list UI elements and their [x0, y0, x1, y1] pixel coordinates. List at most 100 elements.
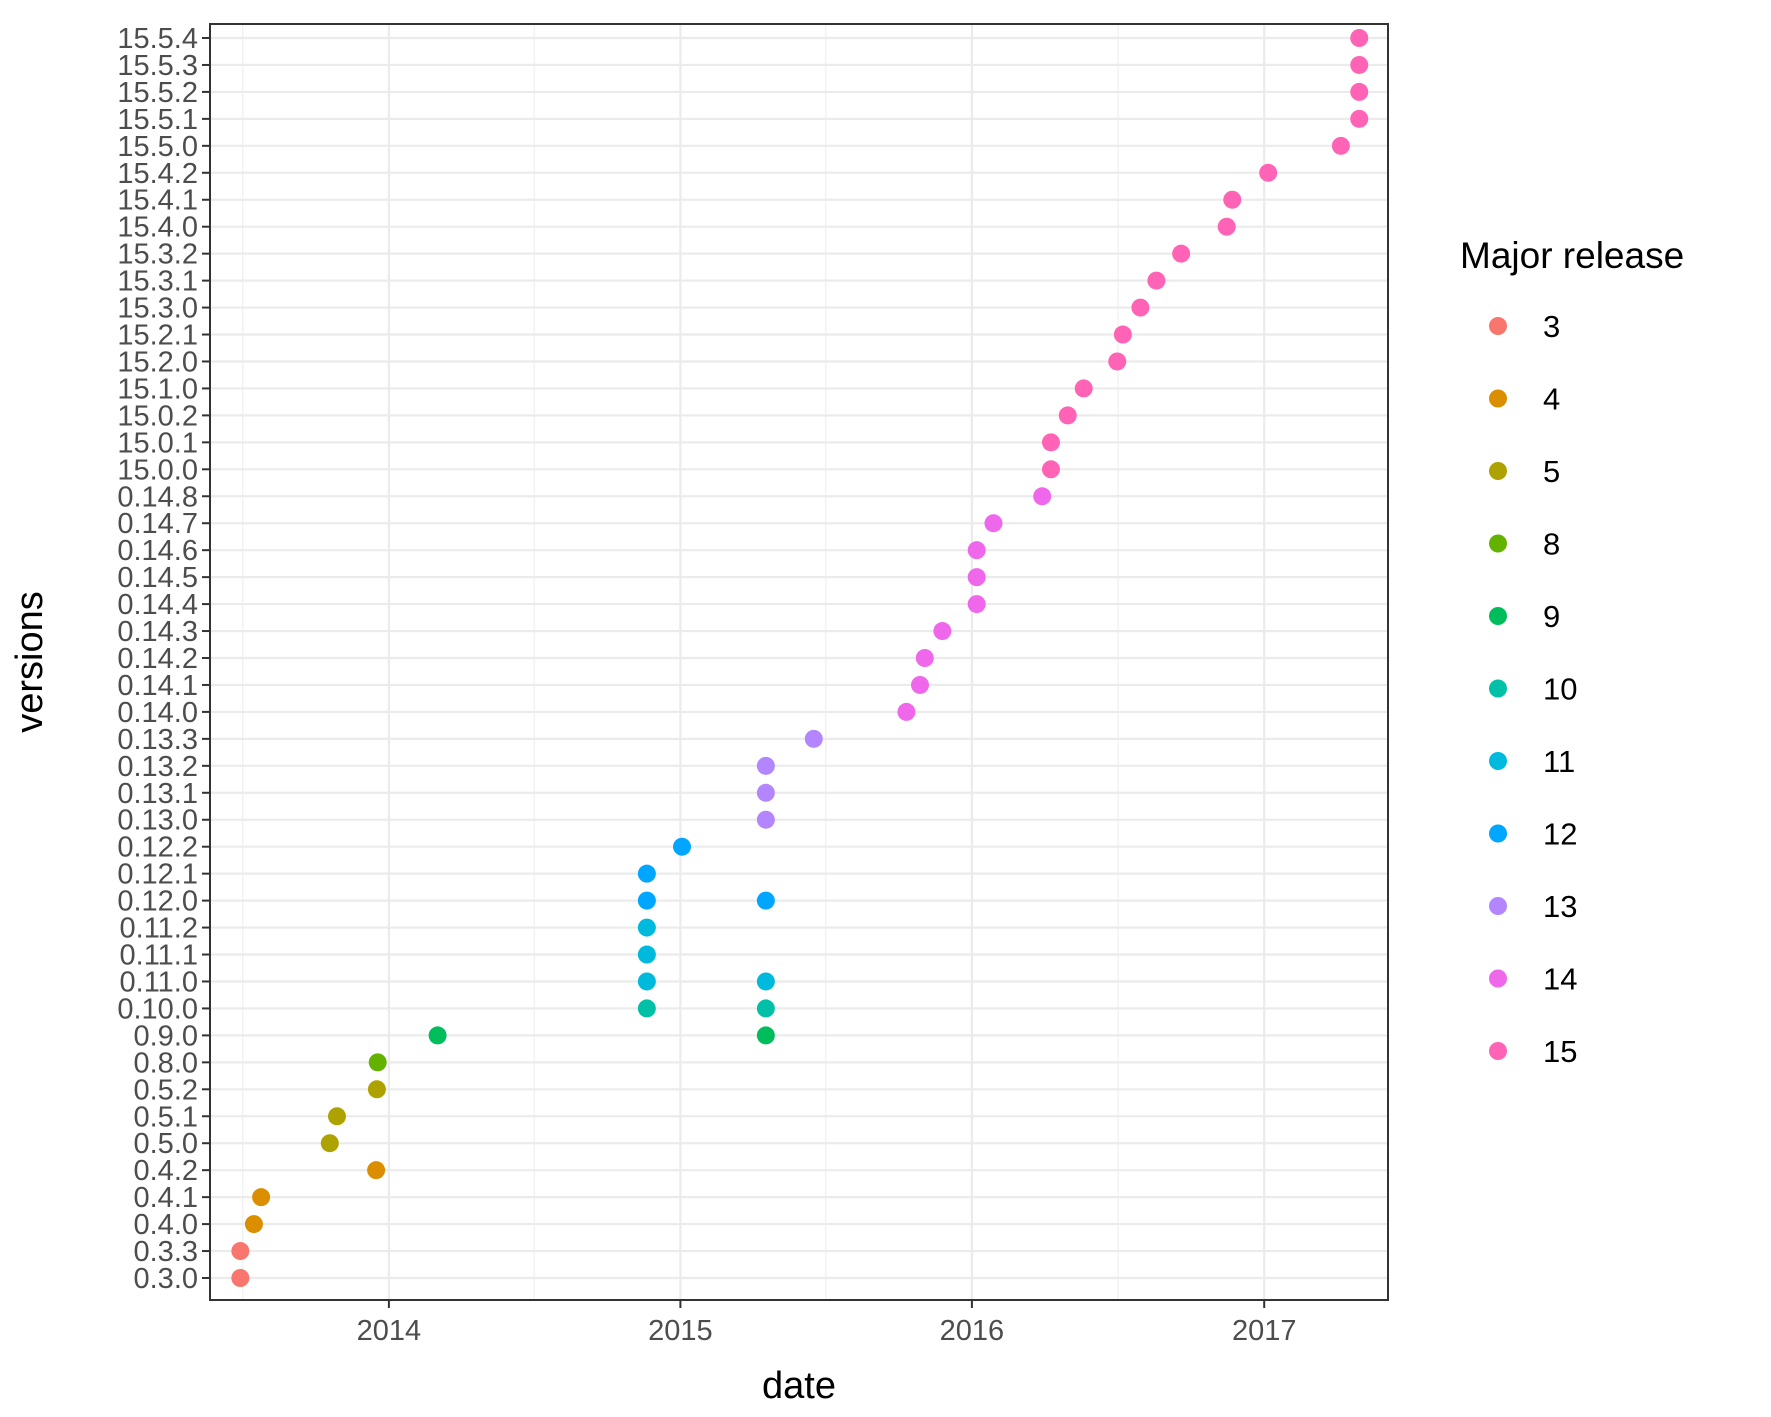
legend-swatch	[1489, 534, 1507, 553]
y-tick-label: 15.5.3	[117, 50, 198, 82]
legend-item: 13	[1489, 889, 1577, 924]
y-tick-label: 0.13.3	[117, 724, 198, 756]
data-point	[1147, 271, 1166, 290]
data-points	[231, 29, 1369, 1287]
data-point	[756, 1026, 775, 1045]
y-tick-label: 0.3.3	[134, 1236, 199, 1268]
data-point	[984, 514, 1003, 533]
data-point	[327, 1107, 346, 1126]
legend-item: 10	[1489, 672, 1577, 707]
y-tick-label: 0.8.0	[134, 1047, 199, 1079]
y-tick-label: 15.5.4	[117, 23, 198, 55]
legend-label: 15	[1543, 1034, 1577, 1069]
y-tick-label: 0.12.0	[117, 886, 198, 918]
y-tick-label: 15.0.0	[117, 454, 198, 486]
data-point	[367, 1161, 386, 1180]
x-axis-title: date	[762, 1365, 836, 1407]
data-point	[1041, 460, 1060, 479]
legend-label: 11	[1543, 744, 1575, 779]
legend-title: Major release	[1460, 235, 1684, 276]
y-tick-label: 0.12.1	[117, 859, 198, 891]
data-point	[1108, 352, 1127, 371]
legend-item: 5	[1489, 454, 1560, 489]
data-point	[320, 1134, 339, 1153]
y-tick-label: 15.3.1	[117, 266, 198, 298]
legend-label: 3	[1543, 309, 1560, 344]
y-tick-label: 0.11.0	[120, 966, 198, 998]
data-point	[244, 1215, 263, 1234]
y-tick-label: 15.5.1	[117, 104, 198, 136]
data-point	[756, 999, 775, 1018]
data-point	[428, 1026, 447, 1045]
y-tick-label: 15.4.0	[117, 212, 198, 244]
data-point	[756, 810, 775, 829]
data-point	[756, 972, 775, 991]
y-tick-label: 0.4.2	[134, 1155, 199, 1187]
y-tick-label: 0.14.0	[117, 697, 198, 729]
data-point	[804, 729, 823, 748]
y-tick-label: 15.1.0	[117, 373, 198, 405]
y-tick-label: 0.14.5	[117, 562, 198, 594]
y-tick-label: 0.14.6	[117, 535, 198, 567]
data-point	[637, 972, 656, 991]
data-point	[1074, 379, 1093, 398]
legend-item: 12	[1489, 817, 1577, 852]
legend-swatch	[1489, 679, 1507, 698]
y-tick-label: 15.4.1	[117, 185, 198, 217]
data-point	[967, 595, 986, 614]
data-point	[897, 702, 916, 721]
legend-label: 13	[1543, 889, 1577, 924]
data-point	[1172, 244, 1191, 263]
legend-swatch	[1489, 824, 1507, 843]
data-point	[637, 945, 656, 964]
legend-label: 8	[1543, 527, 1560, 562]
y-tick-label: 15.2.0	[117, 346, 198, 378]
legend: Major release 3 4 5 8 9 10 11 12 13 14 15	[1460, 235, 1684, 1069]
data-point	[637, 918, 656, 937]
data-point	[1350, 109, 1369, 128]
data-point	[231, 1269, 250, 1287]
data-point	[231, 1242, 250, 1261]
data-point	[967, 568, 986, 587]
y-tick-label: 15.4.2	[117, 158, 198, 190]
legend-swatch	[1489, 969, 1507, 988]
data-point	[967, 541, 986, 560]
y-tick-label: 15.5.2	[117, 77, 198, 109]
y-tick-label: 0.13.0	[117, 805, 198, 837]
legend-label: 9	[1543, 599, 1560, 634]
data-point	[933, 622, 952, 641]
data-point	[1350, 55, 1369, 74]
y-tick-label: 0.14.4	[117, 589, 198, 621]
legend-item: 4	[1489, 382, 1560, 417]
legend-label: 5	[1543, 454, 1560, 489]
y-tick-label: 0.5.1	[134, 1101, 199, 1133]
grid-minor	[242, 24, 1119, 1300]
data-point	[637, 864, 656, 883]
legend-label: 12	[1543, 817, 1577, 852]
y-axis: 0.3.00.3.30.4.00.4.10.4.20.5.00.5.10.5.2…	[117, 23, 210, 1295]
data-point	[1350, 82, 1369, 101]
data-point	[1350, 29, 1369, 47]
legend-label: 14	[1543, 962, 1577, 997]
y-tick-label: 0.14.8	[117, 481, 198, 513]
y-tick-label: 0.10.0	[117, 993, 198, 1025]
data-point	[637, 891, 656, 910]
y-tick-label: 0.4.1	[134, 1182, 199, 1214]
y-tick-label: 15.5.0	[117, 131, 198, 163]
legend-item: 11	[1489, 744, 1575, 779]
data-point	[1331, 136, 1350, 155]
y-tick-label: 0.14.7	[117, 508, 198, 540]
data-point	[1041, 433, 1060, 452]
legend-swatch	[1489, 462, 1507, 480]
data-point	[756, 756, 775, 775]
data-point	[252, 1188, 271, 1207]
y-tick-label: 0.14.1	[117, 670, 198, 702]
y-tick-label: 0.3.0	[134, 1263, 199, 1295]
legend-item: 3	[1489, 309, 1560, 344]
data-point	[368, 1053, 387, 1072]
x-axis: 2014 2015 2016 2017	[357, 1300, 1296, 1347]
y-tick-label: 0.14.2	[117, 643, 198, 675]
y-tick-label: 0.9.0	[134, 1020, 199, 1052]
y-tick-label: 0.13.2	[117, 751, 198, 783]
